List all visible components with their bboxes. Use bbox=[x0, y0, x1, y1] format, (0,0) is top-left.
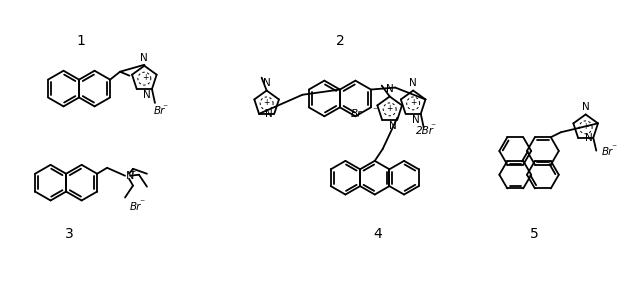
Text: ⁻: ⁻ bbox=[373, 106, 378, 116]
Text: N: N bbox=[410, 78, 417, 88]
Text: ⁻: ⁻ bbox=[430, 122, 436, 132]
Text: +: + bbox=[128, 167, 135, 176]
Text: 3: 3 bbox=[65, 227, 73, 241]
Text: N: N bbox=[385, 84, 394, 94]
Text: Br: Br bbox=[130, 202, 141, 212]
Text: 2Br: 2Br bbox=[416, 126, 434, 136]
Text: Br: Br bbox=[154, 106, 165, 116]
Text: +: + bbox=[582, 122, 589, 131]
Text: 2: 2 bbox=[335, 34, 344, 48]
Text: N: N bbox=[582, 102, 589, 112]
Text: Br: Br bbox=[351, 109, 362, 119]
Text: ⁻: ⁻ bbox=[611, 143, 617, 153]
Text: N: N bbox=[126, 171, 134, 181]
Text: +: + bbox=[387, 104, 393, 113]
Text: 1: 1 bbox=[77, 34, 85, 48]
Text: +: + bbox=[263, 98, 270, 107]
Text: N: N bbox=[389, 121, 396, 131]
Text: N: N bbox=[265, 109, 273, 119]
Text: N: N bbox=[141, 53, 148, 63]
Text: N: N bbox=[263, 78, 270, 88]
Text: Br: Br bbox=[601, 147, 613, 157]
Text: N: N bbox=[584, 133, 592, 143]
Text: ⁻: ⁻ bbox=[162, 103, 167, 113]
Text: +: + bbox=[410, 98, 417, 107]
Text: N: N bbox=[412, 115, 420, 125]
Text: 5: 5 bbox=[530, 227, 539, 241]
Text: 4: 4 bbox=[373, 227, 382, 241]
Text: N: N bbox=[143, 90, 151, 100]
Text: +: + bbox=[142, 73, 149, 82]
Text: ⁻: ⁻ bbox=[139, 198, 144, 208]
